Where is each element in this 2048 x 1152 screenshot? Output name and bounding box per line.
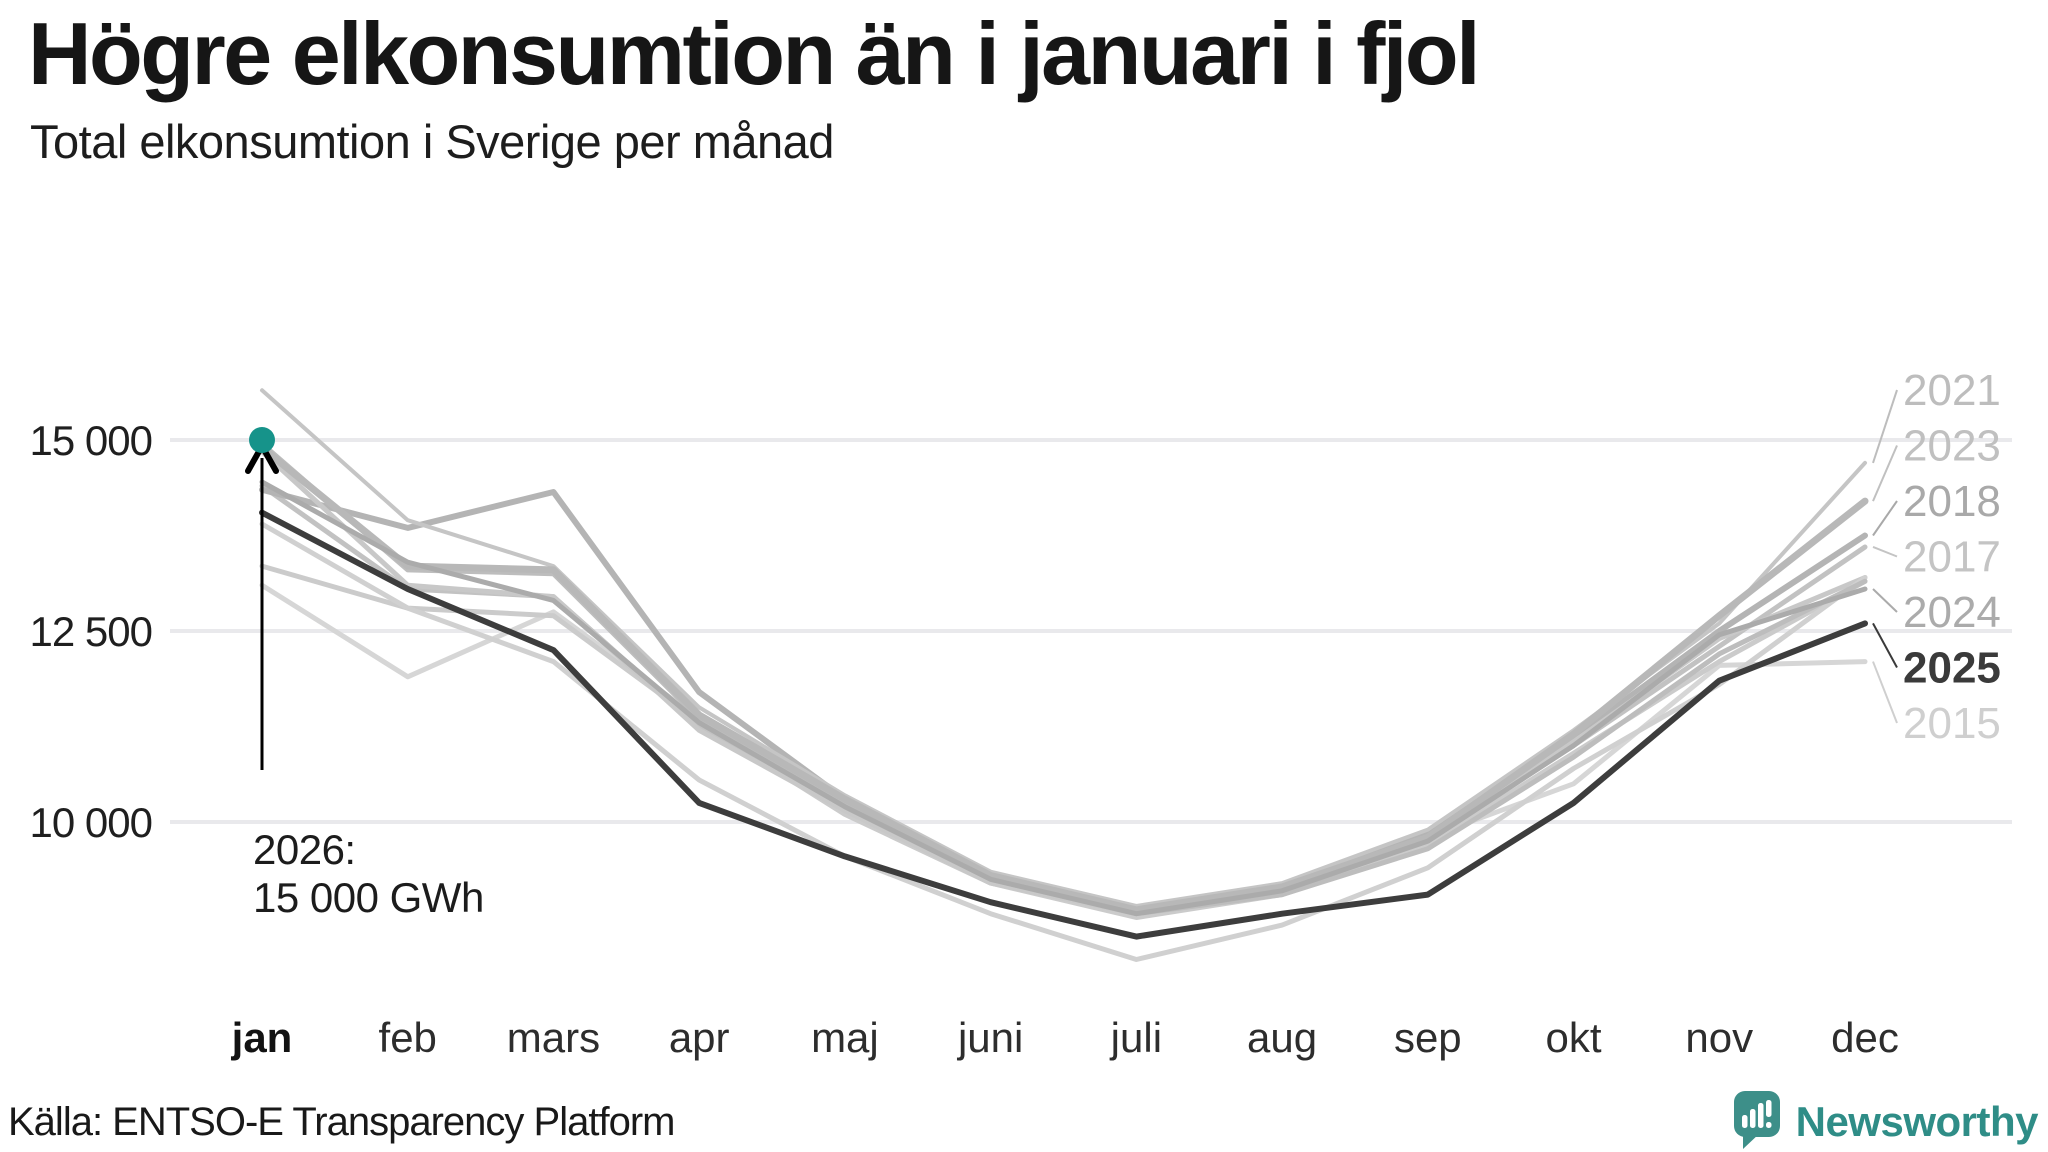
page-title: Högre elkonsumtion än i januari i fjol — [28, 4, 1481, 103]
x-tick-aug: aug — [1247, 1014, 1317, 1061]
source-note: Källa: ENTSO-E Transparency Platform — [8, 1100, 675, 1144]
x-tick-juni: juni — [956, 1014, 1023, 1061]
x-tick-maj: maj — [811, 1014, 879, 1061]
brand-lockup: Newsworthy — [1733, 1088, 2039, 1152]
x-tick-dec: dec — [1831, 1014, 1899, 1061]
label-leader-2024 — [1872, 588, 1898, 613]
series-label-2023: 2023 — [1903, 422, 2001, 471]
x-tick-mars: mars — [507, 1014, 600, 1061]
y-tick-12500: 12 500 — [30, 608, 152, 655]
brand-name: Newsworthy — [1795, 1098, 2039, 1145]
series-line-2022 — [259, 441, 1868, 917]
label-leader-2021 — [1872, 389, 1898, 464]
series-line-2018 — [259, 486, 1868, 913]
series-line-2025 — [259, 509, 1868, 940]
series-line-2019 — [259, 449, 1868, 917]
page-subtitle: Total elkonsumtion i Sverige per månad — [30, 115, 834, 168]
series-label-2024: 2024 — [1903, 588, 2001, 637]
y-tick-15000: 15 000 — [30, 417, 152, 464]
label-leader-2017 — [1872, 546, 1898, 558]
series-line-2024 — [259, 479, 1868, 917]
label-leader-2018 — [1872, 500, 1898, 537]
x-tick-okt: okt — [1546, 1014, 1602, 1061]
series-label-2015: 2015 — [1903, 699, 2001, 748]
x-tick-nov: nov — [1685, 1014, 1753, 1061]
x-tick-jan: jan — [231, 1014, 293, 1061]
series-line-2015 — [259, 582, 1868, 913]
series-line-2020 — [259, 521, 1868, 962]
y-tick-10000: 10 000 — [30, 799, 152, 846]
annotation-year: 2026: — [253, 826, 356, 873]
series-label-2017: 2017 — [1903, 533, 2001, 582]
annotation-value: 15 000 GWh — [253, 874, 484, 921]
series-line-2021 — [260, 388, 1867, 908]
label-leader-2023 — [1872, 445, 1898, 502]
highlight-dot-2026 — [249, 427, 275, 453]
series-line-2023 — [258, 444, 1869, 914]
series-label-2025: 2025 — [1903, 644, 2001, 693]
label-leader-2025 — [1872, 622, 1898, 668]
label-leader-2015 — [1872, 661, 1898, 724]
newsworthy-speech-bubble-bars-icon — [1733, 1091, 1780, 1149]
x-tick-feb: feb — [379, 1014, 437, 1061]
x-tick-apr: apr — [669, 1014, 730, 1061]
series-label-2018: 2018 — [1903, 477, 2001, 526]
x-tick-juli: juli — [1109, 1014, 1162, 1061]
x-tick-sep: sep — [1394, 1014, 1462, 1061]
series-label-2021: 2021 — [1903, 366, 2001, 415]
